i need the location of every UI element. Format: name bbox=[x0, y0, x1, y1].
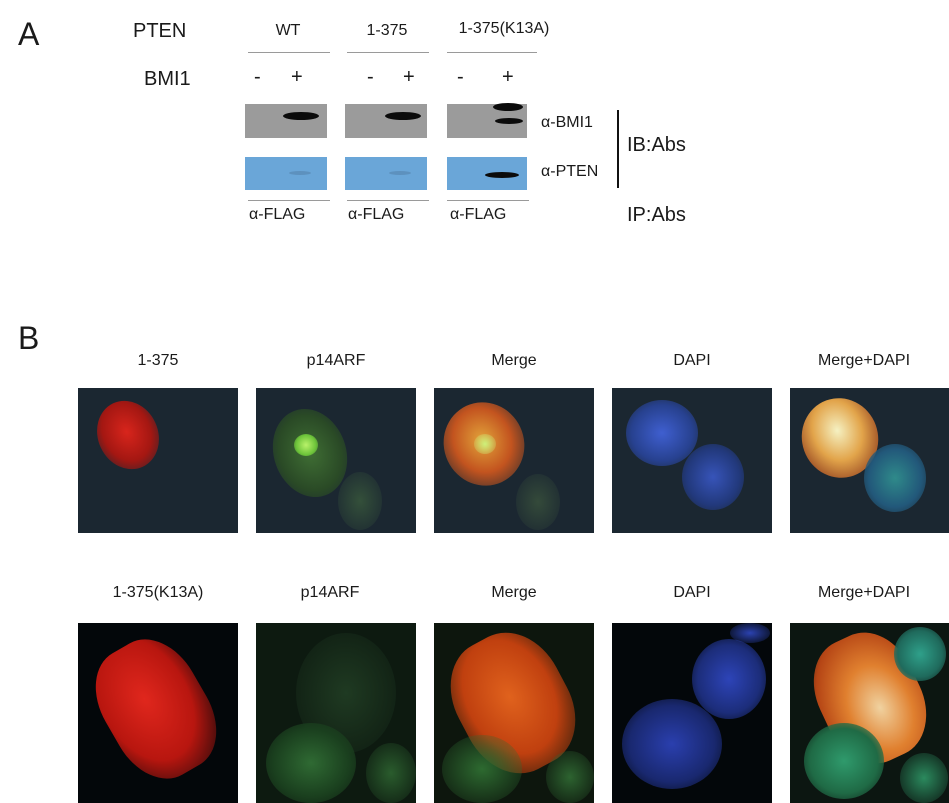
blot-bmi1-wt bbox=[245, 104, 327, 138]
row1-label-merge-dapi: Merge+DAPI bbox=[817, 352, 911, 369]
blot-label-pten: α-PTEN bbox=[541, 163, 599, 180]
ib-label: IB:Abs bbox=[627, 134, 686, 156]
row2-label-1-375-k13a: 1-375(K13A) bbox=[112, 584, 204, 601]
ip-antibody-1-375: α-FLAG bbox=[348, 206, 405, 223]
ip-overline bbox=[347, 200, 429, 201]
blot-bmi1-1-375 bbox=[345, 104, 427, 138]
group-label-1-375: 1-375 bbox=[366, 22, 408, 39]
micrograph-k13a-dapi bbox=[612, 623, 772, 803]
blot-bmi1-k13a bbox=[447, 103, 527, 138]
micrograph-merge bbox=[434, 388, 594, 533]
micrograph-k13a-red bbox=[78, 623, 238, 803]
ip-label: IP:Abs bbox=[627, 204, 686, 226]
group-underline bbox=[347, 52, 429, 53]
ip-antibody-k13a: α-FLAG bbox=[450, 206, 507, 223]
group-underline bbox=[248, 52, 330, 53]
panel-b-letter: B bbox=[18, 320, 40, 356]
minus-sign: - bbox=[457, 66, 464, 88]
minus-sign: - bbox=[367, 66, 374, 88]
plus-sign: + bbox=[291, 66, 303, 88]
micrograph-1-375-red bbox=[78, 388, 238, 533]
blot-pten-1-375 bbox=[345, 157, 427, 190]
row1-label-merge: Merge bbox=[491, 352, 537, 369]
micrograph-p14arf-green bbox=[256, 388, 416, 533]
plus-sign: + bbox=[502, 66, 514, 88]
row2-label-merge-dapi: Merge+DAPI bbox=[817, 584, 911, 601]
ip-overline bbox=[447, 200, 529, 201]
micrograph-merge-dapi bbox=[790, 388, 949, 533]
row2-label-merge: Merge bbox=[491, 584, 537, 601]
blot-pten-wt bbox=[245, 157, 327, 190]
group-underline bbox=[447, 52, 537, 53]
bmi1-row-label: BMI1 bbox=[144, 68, 191, 90]
ib-bracket bbox=[617, 110, 619, 188]
micrograph-k13a-merge-dapi bbox=[790, 623, 949, 803]
plus-sign: + bbox=[403, 66, 415, 88]
group-label-1-375-k13a: 1-375(K13A) bbox=[458, 20, 550, 37]
blot-pten-k13a bbox=[447, 157, 527, 190]
row1-label-dapi: DAPI bbox=[673, 352, 711, 369]
row2-label-p14arf: p14ARF bbox=[300, 584, 360, 601]
micrograph-k13a-p14arf-green bbox=[256, 623, 416, 803]
pten-row-label: PTEN bbox=[133, 20, 187, 42]
minus-sign: - bbox=[254, 66, 261, 88]
row2-label-dapi: DAPI bbox=[673, 584, 711, 601]
row1-label-p14arf: p14ARF bbox=[306, 352, 366, 369]
blot-label-bmi1: α-BMI1 bbox=[541, 114, 593, 131]
ip-antibody-wt: α-FLAG bbox=[249, 206, 306, 223]
row1-label-1-375: 1-375 bbox=[137, 352, 179, 369]
micrograph-k13a-merge bbox=[434, 623, 594, 803]
panel-a-letter: A bbox=[18, 16, 40, 52]
micrograph-dapi bbox=[612, 388, 772, 533]
ip-overline bbox=[248, 200, 330, 201]
group-label-wt: WT bbox=[275, 22, 301, 39]
